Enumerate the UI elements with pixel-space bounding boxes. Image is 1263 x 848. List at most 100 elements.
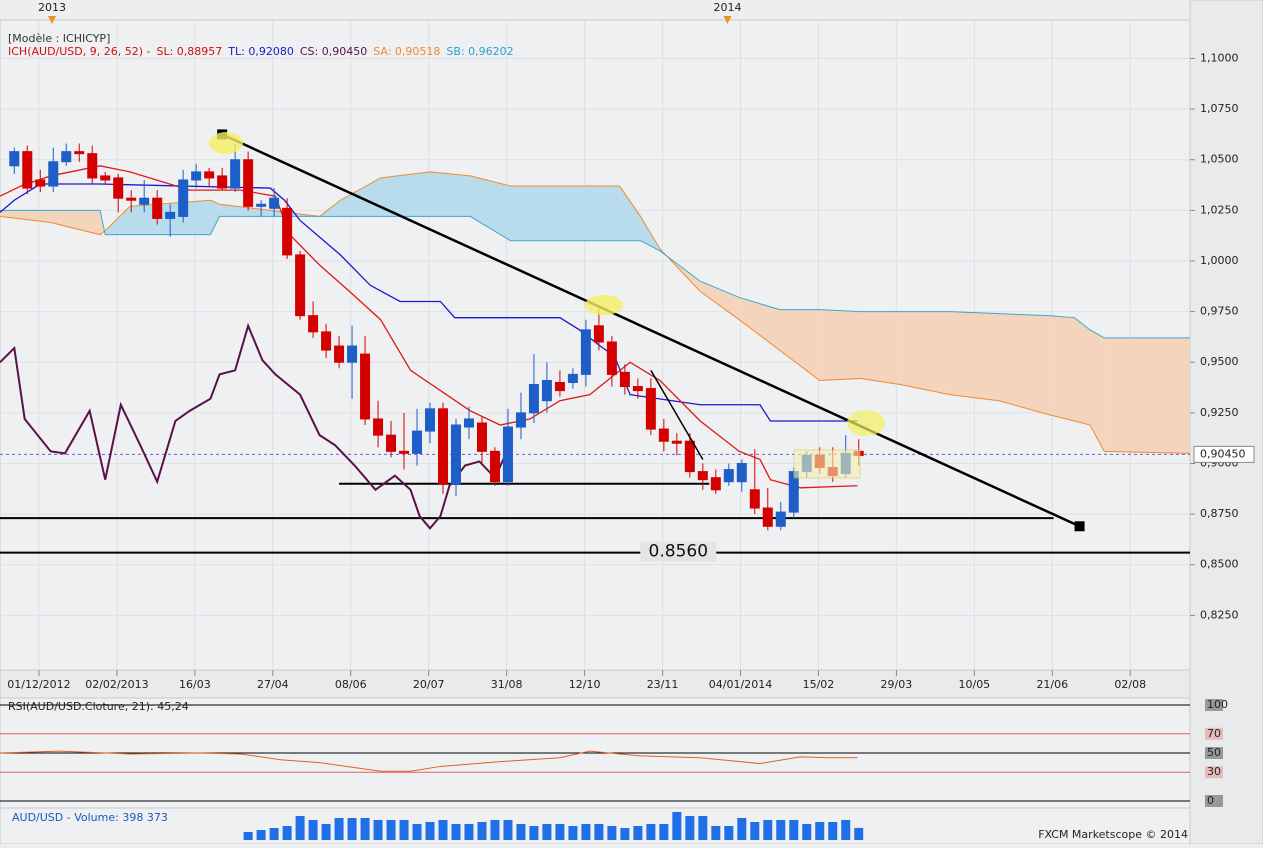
- volume-bar: [243, 832, 253, 840]
- legend-entry: CS: 0,90450: [300, 45, 367, 58]
- cloud-fill: [219, 204, 271, 217]
- volume-bar: [776, 820, 786, 840]
- cloud-fill: [1104, 337, 1190, 454]
- volume-bar: [711, 826, 721, 840]
- x-tick-label: 20/07: [413, 678, 445, 691]
- x-axis-band: [0, 669, 1191, 699]
- volume-bar: [594, 824, 604, 840]
- x-tick-label: 27/04: [257, 678, 289, 691]
- candle-body: [334, 345, 345, 363]
- x-tick-label: 29/03: [881, 678, 913, 691]
- volume-bar: [828, 822, 838, 840]
- volume-bar: [334, 818, 344, 840]
- legend-entry: SB: 0,96202: [446, 45, 513, 58]
- candle-body: [243, 159, 254, 207]
- rsi-title: RSI(AUD/USD.Cloture, 21): 45,24: [8, 700, 189, 713]
- volume-bar: [321, 824, 331, 840]
- volume-bar: [490, 820, 500, 840]
- volume-bar: [386, 820, 396, 840]
- cloud-fill: [999, 313, 1050, 415]
- indicator-line: [0, 165, 858, 489]
- year-label: 2014: [714, 1, 742, 14]
- rsi-tick-label: 30: [1207, 765, 1221, 778]
- volume-bar: [477, 822, 487, 840]
- legend-entry: ICH(AUD/USD, 9, 26, 52) -: [8, 45, 151, 58]
- right-axis-band: [1189, 0, 1263, 845]
- x-tick-label: 21/06: [1036, 678, 1068, 691]
- candle-body: [775, 511, 786, 527]
- candle-body: [74, 151, 85, 155]
- footer: FXCM Marketscope © 2014: [1038, 828, 1188, 841]
- volume-bar: [763, 820, 773, 840]
- trend-line: [650, 369, 704, 460]
- x-tick-label: 08/06: [335, 678, 367, 691]
- year-marker: [47, 16, 56, 24]
- legend-entry: SA: 0,90518: [373, 45, 440, 58]
- rsi-label-bg: [1205, 766, 1223, 779]
- candle-body: [671, 440, 682, 444]
- candle-body: [489, 450, 500, 483]
- cloud-fill: [1089, 329, 1105, 452]
- candle-body: [269, 197, 280, 209]
- candle-body: [632, 386, 643, 392]
- candle-body: [425, 408, 436, 432]
- cloud-fill: [619, 186, 641, 241]
- legend-entry: TL: 0,92080: [227, 45, 294, 58]
- rsi-tick-label: 100: [1207, 698, 1228, 711]
- candle-body: [386, 434, 397, 452]
- candle-body: [541, 379, 552, 402]
- volume-bar: [672, 812, 682, 840]
- y-tick-label: 1,1000: [1200, 51, 1239, 64]
- indicator-line: [0, 322, 509, 530]
- volume-bar: [633, 826, 643, 840]
- volume-bar: [607, 826, 617, 840]
- x-tick-label: 23/11: [647, 678, 679, 691]
- cloud-fill: [860, 311, 901, 385]
- x-tick-label: 31/08: [491, 678, 523, 691]
- candle-body: [645, 388, 656, 430]
- cloud-fill: [0, 210, 51, 223]
- volume-bar: [685, 816, 695, 840]
- candle-body: [295, 254, 306, 317]
- x-tick-label: 15/02: [803, 678, 835, 691]
- rsi-tick-label: 0: [1207, 794, 1214, 807]
- volume-bar: [308, 820, 318, 840]
- y-tick-label: 1,0250: [1200, 203, 1239, 216]
- rsi-label-bg: [1205, 699, 1223, 711]
- y-tick-label: 0,9500: [1200, 355, 1239, 368]
- candle-body: [282, 207, 293, 256]
- level-label: 0.8560: [649, 542, 708, 562]
- candle-body: [139, 197, 150, 205]
- candle-body: [35, 179, 46, 187]
- cloud-fill: [819, 309, 861, 381]
- current-price-box: [1193, 445, 1255, 463]
- volume-bar: [269, 828, 279, 840]
- cloud-fill: [739, 297, 780, 351]
- volume-bar: [581, 824, 591, 840]
- y-tick-label: 0,8250: [1200, 608, 1239, 621]
- volume-bar: [789, 820, 799, 840]
- volume-bar: [620, 828, 630, 840]
- rsi-label-bg: [1205, 727, 1223, 740]
- volume-bar: [802, 824, 812, 840]
- candle-body: [412, 430, 423, 454]
- candle-body: [100, 175, 111, 181]
- candle-body: [152, 197, 163, 219]
- highlight: [847, 410, 885, 436]
- candle-body: [567, 373, 578, 383]
- rsi-tick-label: 50: [1207, 746, 1221, 759]
- trend-handle: [1074, 521, 1085, 532]
- candle-body: [502, 426, 513, 483]
- candle-body: [515, 412, 526, 428]
- volume-bar: [295, 816, 305, 840]
- y-tick-label: 0,8500: [1200, 558, 1239, 571]
- candle-body: [126, 197, 137, 201]
- span-a: [0, 171, 1191, 454]
- highlight-box: [793, 449, 861, 479]
- year-marker: [723, 16, 732, 24]
- volume-bar: [438, 820, 448, 840]
- candle-body: [710, 477, 721, 491]
- cloud-fill: [779, 309, 820, 381]
